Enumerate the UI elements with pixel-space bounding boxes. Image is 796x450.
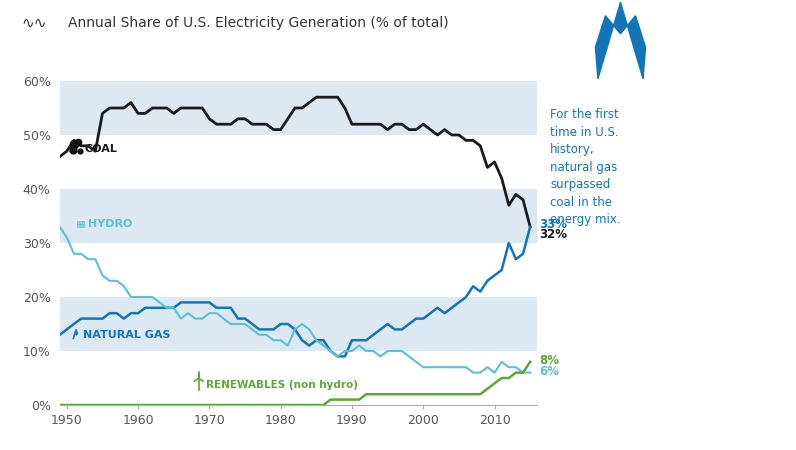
Polygon shape	[73, 329, 77, 339]
Text: COAL: COAL	[84, 144, 118, 153]
Text: 8%: 8%	[540, 354, 560, 367]
Text: NATURAL GAS: NATURAL GAS	[83, 330, 170, 340]
Bar	[60, 81, 537, 135]
Bar	[60, 297, 537, 351]
Bar	[77, 220, 80, 224]
Text: Annual Share of U.S. Electricity Generation (% of total): Annual Share of U.S. Electricity Generat…	[68, 16, 448, 30]
Text: HYDRO: HYDRO	[88, 219, 133, 229]
Text: 32%: 32%	[540, 229, 568, 241]
Bar	[60, 189, 537, 243]
Text: For the first
time in U.S.
history,
natural gas
surpassed
coal in the
energy mix: For the first time in U.S. history, natu…	[550, 108, 621, 226]
Polygon shape	[595, 2, 646, 79]
Bar	[80, 224, 82, 227]
Text: ∿∿: ∿∿	[21, 16, 47, 31]
Bar	[82, 224, 84, 227]
Bar	[80, 220, 82, 224]
Text: 33%: 33%	[540, 218, 568, 230]
Text: RENEWABLES (non hydro): RENEWABLES (non hydro)	[206, 380, 358, 390]
Bar	[77, 224, 80, 227]
Bar	[82, 220, 84, 224]
Text: 6%: 6%	[540, 365, 560, 378]
